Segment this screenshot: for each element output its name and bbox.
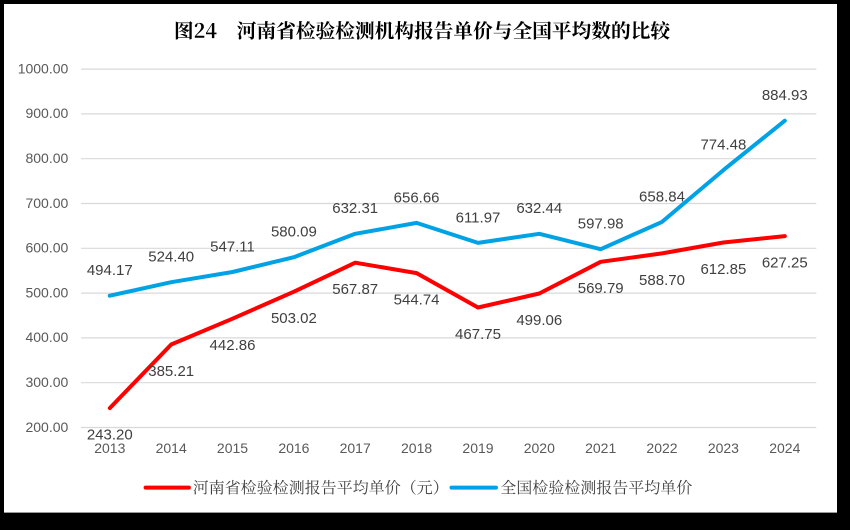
- svg-text:2023: 2023: [708, 440, 739, 456]
- svg-text:2022: 2022: [646, 440, 677, 456]
- svg-text:884.93: 884.93: [762, 87, 808, 104]
- svg-text:1000.00: 1000.00: [18, 60, 69, 76]
- svg-text:627.25: 627.25: [762, 255, 808, 272]
- svg-text:2013: 2013: [94, 440, 125, 456]
- svg-text:800.00: 800.00: [25, 150, 68, 166]
- svg-text:700.00: 700.00: [25, 195, 68, 211]
- svg-text:544.74: 544.74: [394, 292, 440, 309]
- svg-text:500.00: 500.00: [25, 284, 68, 300]
- svg-text:300.00: 300.00: [25, 374, 68, 390]
- svg-text:524.40: 524.40: [148, 249, 194, 266]
- svg-text:243.20: 243.20: [87, 427, 133, 444]
- svg-text:600.00: 600.00: [25, 240, 68, 256]
- svg-text:2019: 2019: [462, 440, 493, 456]
- svg-text:200.00: 200.00: [25, 419, 68, 435]
- svg-text:385.21: 385.21: [148, 363, 194, 380]
- svg-text:569.79: 569.79: [578, 280, 624, 297]
- svg-text:611.97: 611.97: [456, 209, 501, 226]
- svg-text:499.06: 499.06: [516, 312, 562, 329]
- svg-text:503.02: 503.02: [271, 310, 317, 327]
- svg-text:567.87: 567.87: [332, 281, 378, 298]
- svg-text:580.09: 580.09: [271, 224, 317, 241]
- svg-text:442.86: 442.86: [210, 337, 256, 354]
- svg-text:2020: 2020: [524, 440, 555, 456]
- svg-text:2021: 2021: [585, 440, 616, 456]
- svg-text:467.75: 467.75: [455, 326, 501, 343]
- svg-text:400.00: 400.00: [25, 329, 68, 345]
- svg-text:900.00: 900.00: [25, 105, 68, 121]
- svg-text:632.31: 632.31: [332, 200, 378, 217]
- svg-text:2015: 2015: [217, 440, 248, 456]
- svg-text:2016: 2016: [278, 440, 309, 456]
- svg-text:2014: 2014: [156, 440, 187, 456]
- svg-text:2024: 2024: [769, 440, 800, 456]
- svg-text:656.66: 656.66: [394, 189, 440, 206]
- svg-text:632.44: 632.44: [516, 200, 562, 217]
- svg-text:2018: 2018: [401, 440, 432, 456]
- svg-text:774.48: 774.48: [700, 137, 746, 154]
- svg-text:658.84: 658.84: [639, 188, 685, 205]
- svg-text:612.85: 612.85: [700, 261, 746, 278]
- svg-text:494.17: 494.17: [87, 262, 133, 279]
- svg-text:2017: 2017: [340, 440, 371, 456]
- svg-text:547.11: 547.11: [210, 238, 255, 255]
- svg-text:588.70: 588.70: [639, 272, 685, 289]
- svg-text:597.98: 597.98: [578, 216, 624, 233]
